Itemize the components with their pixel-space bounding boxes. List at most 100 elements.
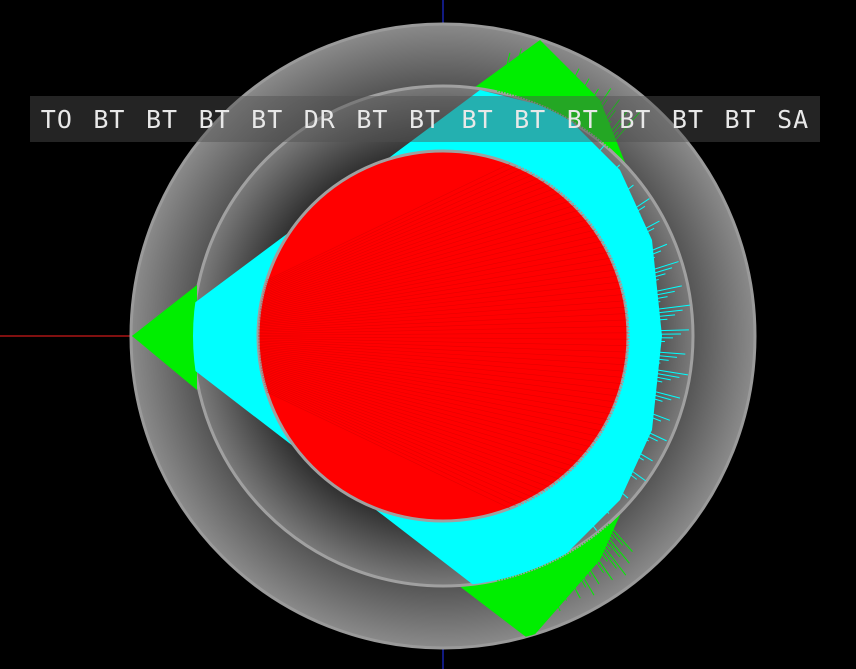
red-ray [258, 335, 627, 359]
history-step-2: BT [145, 104, 179, 134]
cyan-ray [537, 130, 566, 178]
red-ray [258, 335, 602, 432]
red-ray [258, 332, 628, 337]
red-ray [258, 251, 609, 337]
red-ray [258, 163, 511, 337]
cyan-ray [594, 215, 617, 232]
cyan-ray [626, 355, 669, 361]
green-ray [587, 539, 599, 555]
cyan-ray [627, 343, 657, 346]
green-ray [516, 82, 522, 98]
cyan-ray [624, 370, 671, 381]
cyan-ray [627, 340, 665, 343]
red-ray [258, 335, 624, 378]
red-ray [258, 287, 622, 337]
middle-ray-fan [518, 116, 691, 552]
red-ray [258, 326, 628, 337]
cyan-ray [598, 435, 636, 460]
inner-ray-fan [258, 163, 628, 509]
green-ray [582, 542, 604, 574]
green-ray [596, 120, 612, 140]
cyan-ray [620, 267, 673, 284]
green-ray [589, 537, 608, 562]
cyan-ray [573, 187, 592, 206]
cyan-ray [611, 248, 638, 261]
green-ray [511, 576, 526, 623]
red-ray [258, 335, 599, 437]
cyan-ray [581, 189, 611, 215]
cyan-ray [547, 488, 566, 515]
history-step-7: BT [408, 104, 442, 134]
red-ray [258, 335, 625, 372]
green-ray [529, 64, 545, 102]
green-ray [587, 110, 605, 133]
green-ray [582, 88, 612, 130]
history-step-8: BT [461, 104, 494, 134]
red-ray [258, 319, 628, 337]
history-step-1: BT [93, 104, 126, 134]
cyan-ray [583, 455, 603, 472]
green-ray [500, 52, 511, 93]
cyan-ray [616, 399, 671, 421]
red-ray [258, 192, 560, 337]
inner-sphere [256, 149, 630, 523]
green-ray [560, 90, 576, 117]
cyan-ray [627, 326, 652, 329]
cyan-ray [610, 414, 667, 442]
red-ray [258, 269, 616, 337]
red-ray [258, 335, 628, 353]
green-ray [568, 89, 587, 121]
green-ray [592, 536, 617, 569]
green-ray [565, 78, 590, 119]
green-ray [555, 558, 573, 591]
cyan-ray [625, 364, 689, 376]
cyan-ray [617, 397, 637, 405]
cyan-ray [606, 422, 641, 442]
cyan-ray [607, 419, 650, 442]
cyan-ray [577, 462, 612, 494]
cyan-ray [615, 402, 662, 422]
cyan-ray [581, 457, 629, 499]
red-ray [258, 184, 550, 337]
red-ray [258, 240, 602, 337]
red-ray [258, 335, 616, 403]
cyan-ray [626, 304, 691, 314]
cyan-ray [526, 134, 546, 172]
cyan-ray [579, 459, 620, 497]
cyan-ray [625, 301, 661, 308]
cyan-ray [562, 476, 585, 504]
cyan-ray [539, 493, 568, 538]
green-ray [553, 559, 565, 582]
cyan-ray [566, 162, 600, 200]
cyan-ray [587, 184, 634, 222]
green-ray [607, 111, 641, 149]
green-ray [537, 61, 557, 106]
red-ray [258, 335, 606, 426]
red-ray [258, 180, 545, 337]
red-ray [258, 335, 555, 484]
cyan-ray [557, 480, 598, 531]
cyan-ray [587, 450, 620, 477]
red-ray [258, 335, 614, 409]
red-ray [258, 188, 555, 337]
cyan-ray [601, 430, 653, 462]
red-ray [258, 275, 619, 337]
red-ray [258, 229, 595, 337]
cyan-ray [591, 445, 638, 480]
green-ray [558, 79, 578, 115]
cyan-ray [600, 213, 641, 240]
red-ray [258, 214, 584, 337]
green-ray [516, 574, 527, 604]
cyan-ray [601, 220, 636, 242]
green-ray [580, 110, 593, 128]
cyan-ray [591, 200, 626, 227]
cyan-ray [627, 329, 689, 332]
green-ray [548, 70, 568, 110]
cyan-ray [573, 466, 595, 488]
red-ray [258, 209, 579, 337]
cyan-ray [613, 243, 668, 267]
cyan-ray [520, 116, 546, 169]
green-ray [529, 570, 547, 613]
cyan-ray [612, 408, 644, 423]
